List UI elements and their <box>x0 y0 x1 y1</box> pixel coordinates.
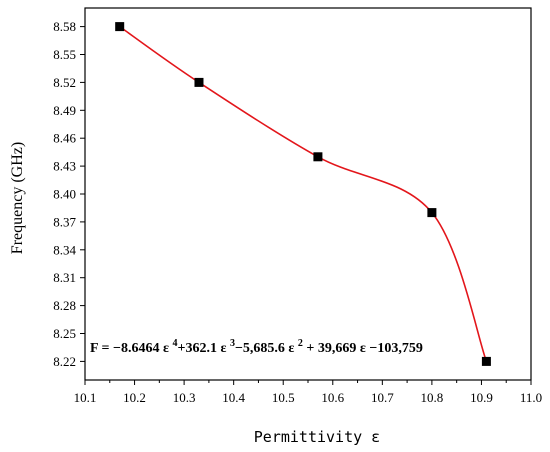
x-tick-label: 10.3 <box>173 390 196 405</box>
y-tick-label: 8.58 <box>53 19 76 34</box>
y-tick-label: 8.28 <box>53 298 76 313</box>
y-tick-label: 8.31 <box>53 270 76 285</box>
y-axis-label: Frequency (GHz) <box>9 142 26 254</box>
data-point <box>427 208 437 218</box>
plot-frame <box>84 7 532 381</box>
x-tick-label: 10.9 <box>470 390 493 405</box>
y-tick-label: 8.25 <box>53 326 76 341</box>
x-tick-label: 11.0 <box>520 390 542 405</box>
y-tick-label: 8.37 <box>53 214 76 229</box>
y-tick-label: 8.40 <box>53 187 76 202</box>
y-tick-label: 8.52 <box>53 75 76 90</box>
x-tick-label: 10.2 <box>123 390 146 405</box>
y-tick-label: 8.49 <box>53 103 76 118</box>
plot-area: 10.1 10.2 10.3 10.4 10.5 10.6 10.7 10.8 10.9 11.0… <box>53 7 542 405</box>
y-tick-label: 8.34 <box>53 242 76 257</box>
fit-curve <box>119 25 488 362</box>
x-tick-label: 10.7 <box>371 390 394 405</box>
y-tick-label: 8.22 <box>53 354 76 369</box>
y-tick-label: 8.46 <box>53 131 76 146</box>
y-tick-label: 8.55 <box>53 47 76 62</box>
x-tick-label: 10.6 <box>321 390 344 405</box>
x-tick-label: 10.1 <box>74 390 97 405</box>
x-axis-label: Permittivity ε <box>254 428 380 446</box>
y-axis-label-group: Frequency (GHz) <box>9 142 26 254</box>
x-tick-label: 10.5 <box>272 390 295 405</box>
x-tick-label: 10.4 <box>222 390 245 405</box>
data-point <box>194 77 204 87</box>
data-point <box>481 356 491 366</box>
data-point <box>115 22 125 32</box>
fit-equation: F = −8.6464 ε 4+362.1 ε 3−5,685.6 ε 2 + … <box>90 338 423 356</box>
x-tick-label: 10.8 <box>421 390 444 405</box>
data-point <box>313 152 323 162</box>
y-tick-label: 8.43 <box>53 159 76 174</box>
